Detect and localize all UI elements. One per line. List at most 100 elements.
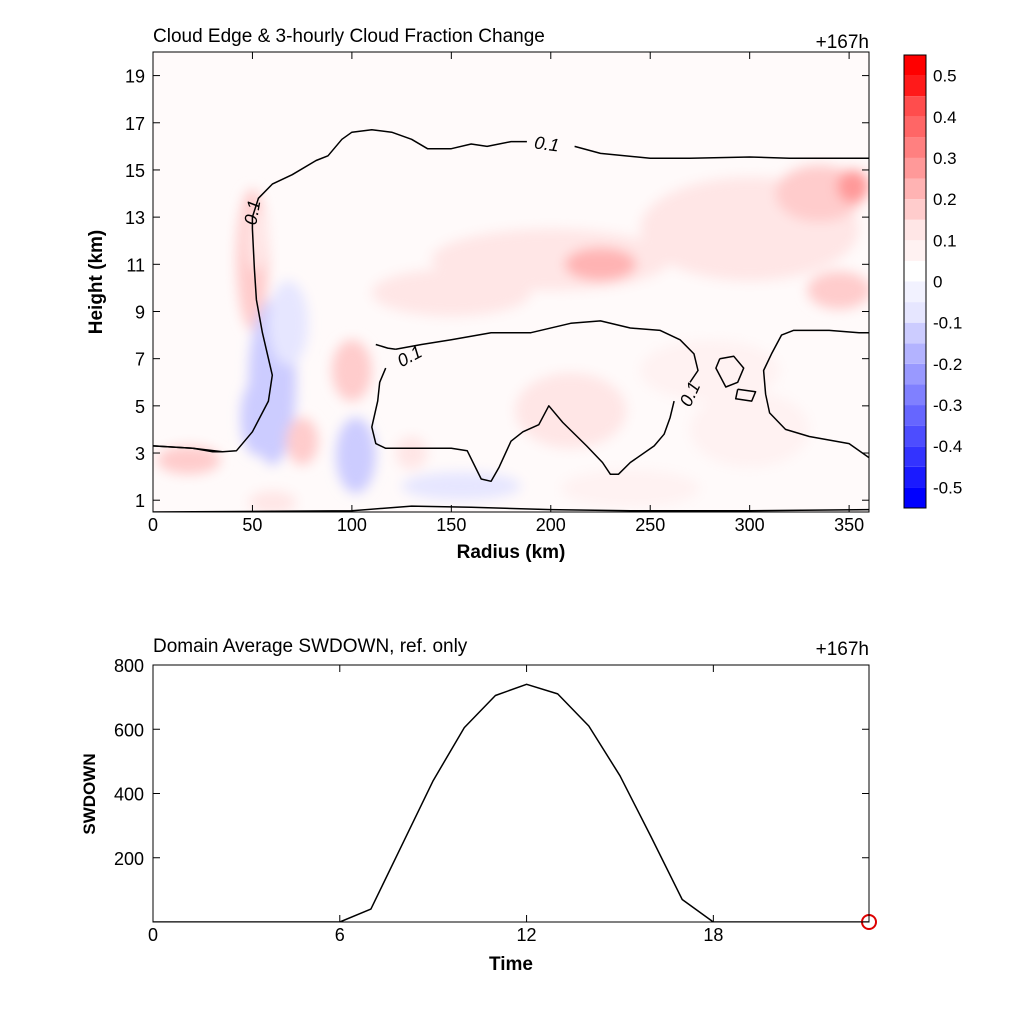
swdown-x-ticks: 0 6 12 18 xyxy=(148,665,723,945)
cloud-edge-contours xyxy=(153,129,869,512)
colorbar-swatch xyxy=(904,137,926,158)
cloud-edge-contour xyxy=(574,145,869,159)
x-tick-label: 0 xyxy=(148,925,158,945)
cloud-fraction-panel: Cloud Edge & 3-hourly Cloud Fraction Cha… xyxy=(86,26,962,563)
cloud-edge-contour xyxy=(395,320,699,383)
colorbar-swatch xyxy=(904,281,926,303)
cloud-change-cell xyxy=(156,445,221,475)
cloud-change-cell xyxy=(248,490,297,512)
colorbar-frame xyxy=(903,54,927,509)
cloud-change-cell xyxy=(401,471,521,501)
cloud-x-axis-label: Radius (km) xyxy=(457,542,566,563)
x-tick-label: 350 xyxy=(834,515,864,535)
contour-label: 0.1 xyxy=(240,198,264,226)
colorbar-swatch xyxy=(904,405,926,426)
colorbar-swatch xyxy=(904,55,926,76)
colorbar-swatch xyxy=(904,487,926,508)
cloud-plot-frame xyxy=(152,51,870,513)
y-tick-label: 9 xyxy=(135,302,145,322)
colorbar-tick-label: 0.5 xyxy=(933,67,957,86)
colorbar-swatch xyxy=(904,446,926,467)
cloud-change-cell xyxy=(286,417,319,465)
swdown-y-ticks: 200 400 600 800 xyxy=(114,656,869,869)
cloud-change-cell xyxy=(332,339,372,402)
cloud-change-cell xyxy=(560,469,700,508)
y-tick-label: 200 xyxy=(114,849,144,869)
colorbar-swatch xyxy=(904,425,926,447)
contour-label: 0.1 xyxy=(533,132,561,155)
x-tick-label: 200 xyxy=(536,515,566,535)
cloud-fraction-field xyxy=(156,165,869,512)
x-tick-label: 50 xyxy=(242,515,262,535)
y-tick-label: 11 xyxy=(126,255,145,275)
y-tick-label: 5 xyxy=(135,397,145,417)
cloud-edge-contour xyxy=(715,355,745,388)
cloud-change-cell xyxy=(837,169,869,203)
colorbar-swatch xyxy=(904,466,926,488)
y-tick-label: 13 xyxy=(125,208,145,228)
colorbar-swatch xyxy=(904,260,926,282)
colorbar-swatch xyxy=(904,157,926,179)
cloud-plot-area xyxy=(153,52,869,512)
cloud-chart-time-label: +167h xyxy=(816,32,869,53)
y-tick-label: 600 xyxy=(114,720,144,740)
cloud-edge-contour xyxy=(153,445,223,453)
swdown-panel: Domain Average SWDOWN, ref. only +167h 0… xyxy=(80,636,877,975)
cloud-change-cell xyxy=(395,436,428,470)
y-tick-label: 7 xyxy=(135,350,145,370)
y-tick-label: 400 xyxy=(114,785,144,805)
y-tick-label: 17 xyxy=(125,114,145,134)
colorbar-tick-label: -0.5 xyxy=(933,478,962,497)
colorbar-tick-label: 0.3 xyxy=(933,149,957,168)
swdown-y-axis-label: SWDOWN xyxy=(80,753,99,834)
x-tick-label: 12 xyxy=(517,925,537,945)
colorbar-swatch xyxy=(904,219,926,241)
y-tick-label: 19 xyxy=(125,67,145,87)
colorbar-swatch xyxy=(904,343,926,364)
colorbar-tick-label: -0.1 xyxy=(933,314,962,333)
y-tick-label: 800 xyxy=(114,656,144,676)
y-tick-label: 1 xyxy=(135,491,145,511)
x-tick-label: 250 xyxy=(635,515,665,535)
swdown-plot-frame xyxy=(152,664,870,923)
swdown-chart-title: Domain Average SWDOWN, ref. only xyxy=(153,636,468,657)
colorbar: 0.5 0.4 0.3 0.2 0.1 0 -0.1 -0.2 -0.3 -0.4 -0.5 xyxy=(903,54,962,509)
cloud-change-cell xyxy=(246,210,267,272)
cloud-edge-contour xyxy=(375,343,396,350)
cloud-chart-title: Cloud Edge & 3-hourly Cloud Fraction Cha… xyxy=(153,26,545,47)
colorbar-tick-label: -0.3 xyxy=(933,396,962,415)
colorbar-tick-label: -0.4 xyxy=(933,437,962,456)
colorbar-swatch xyxy=(904,384,926,406)
cloud-edge-contour xyxy=(153,129,527,453)
x-tick-label: 6 xyxy=(335,925,345,945)
cloud-change-cell xyxy=(514,372,627,449)
colorbar-tick-label: 0.1 xyxy=(933,231,957,250)
x-tick-label: 0 xyxy=(148,515,158,535)
colorbar-swatch xyxy=(904,96,926,117)
cloud-change-cell xyxy=(564,247,637,281)
colorbar-tick-label: 0.2 xyxy=(933,190,957,209)
cloud-x-ticks: 0 50 100 150 200 250 300 350 xyxy=(148,52,864,535)
cloud-change-cell xyxy=(268,280,309,366)
colorbar-swatch xyxy=(904,116,926,138)
colorbar-swatch xyxy=(904,302,926,323)
swdown-series-line xyxy=(153,683,869,922)
colorbar-swatch xyxy=(904,178,926,200)
swdown-x-axis-label: Time xyxy=(489,954,533,975)
colorbar-swatch xyxy=(904,199,926,220)
cloud-change-cell xyxy=(240,379,273,456)
cloud-change-cell xyxy=(690,391,810,468)
x-tick-label: 300 xyxy=(735,515,765,535)
cloud-edge-contour xyxy=(153,505,869,512)
swdown-chart-time-label: +167h xyxy=(816,639,869,660)
cloud-edge-contour xyxy=(371,367,675,483)
cloud-change-cell xyxy=(807,271,869,310)
colorbar-swatch xyxy=(904,75,926,97)
colorbar-tick-label: 0 xyxy=(933,273,942,292)
cloud-change-cell xyxy=(371,269,531,317)
cloud-change-cell xyxy=(640,339,780,402)
cloud-edge-contour xyxy=(762,329,869,459)
x-tick-label: 100 xyxy=(337,515,367,535)
